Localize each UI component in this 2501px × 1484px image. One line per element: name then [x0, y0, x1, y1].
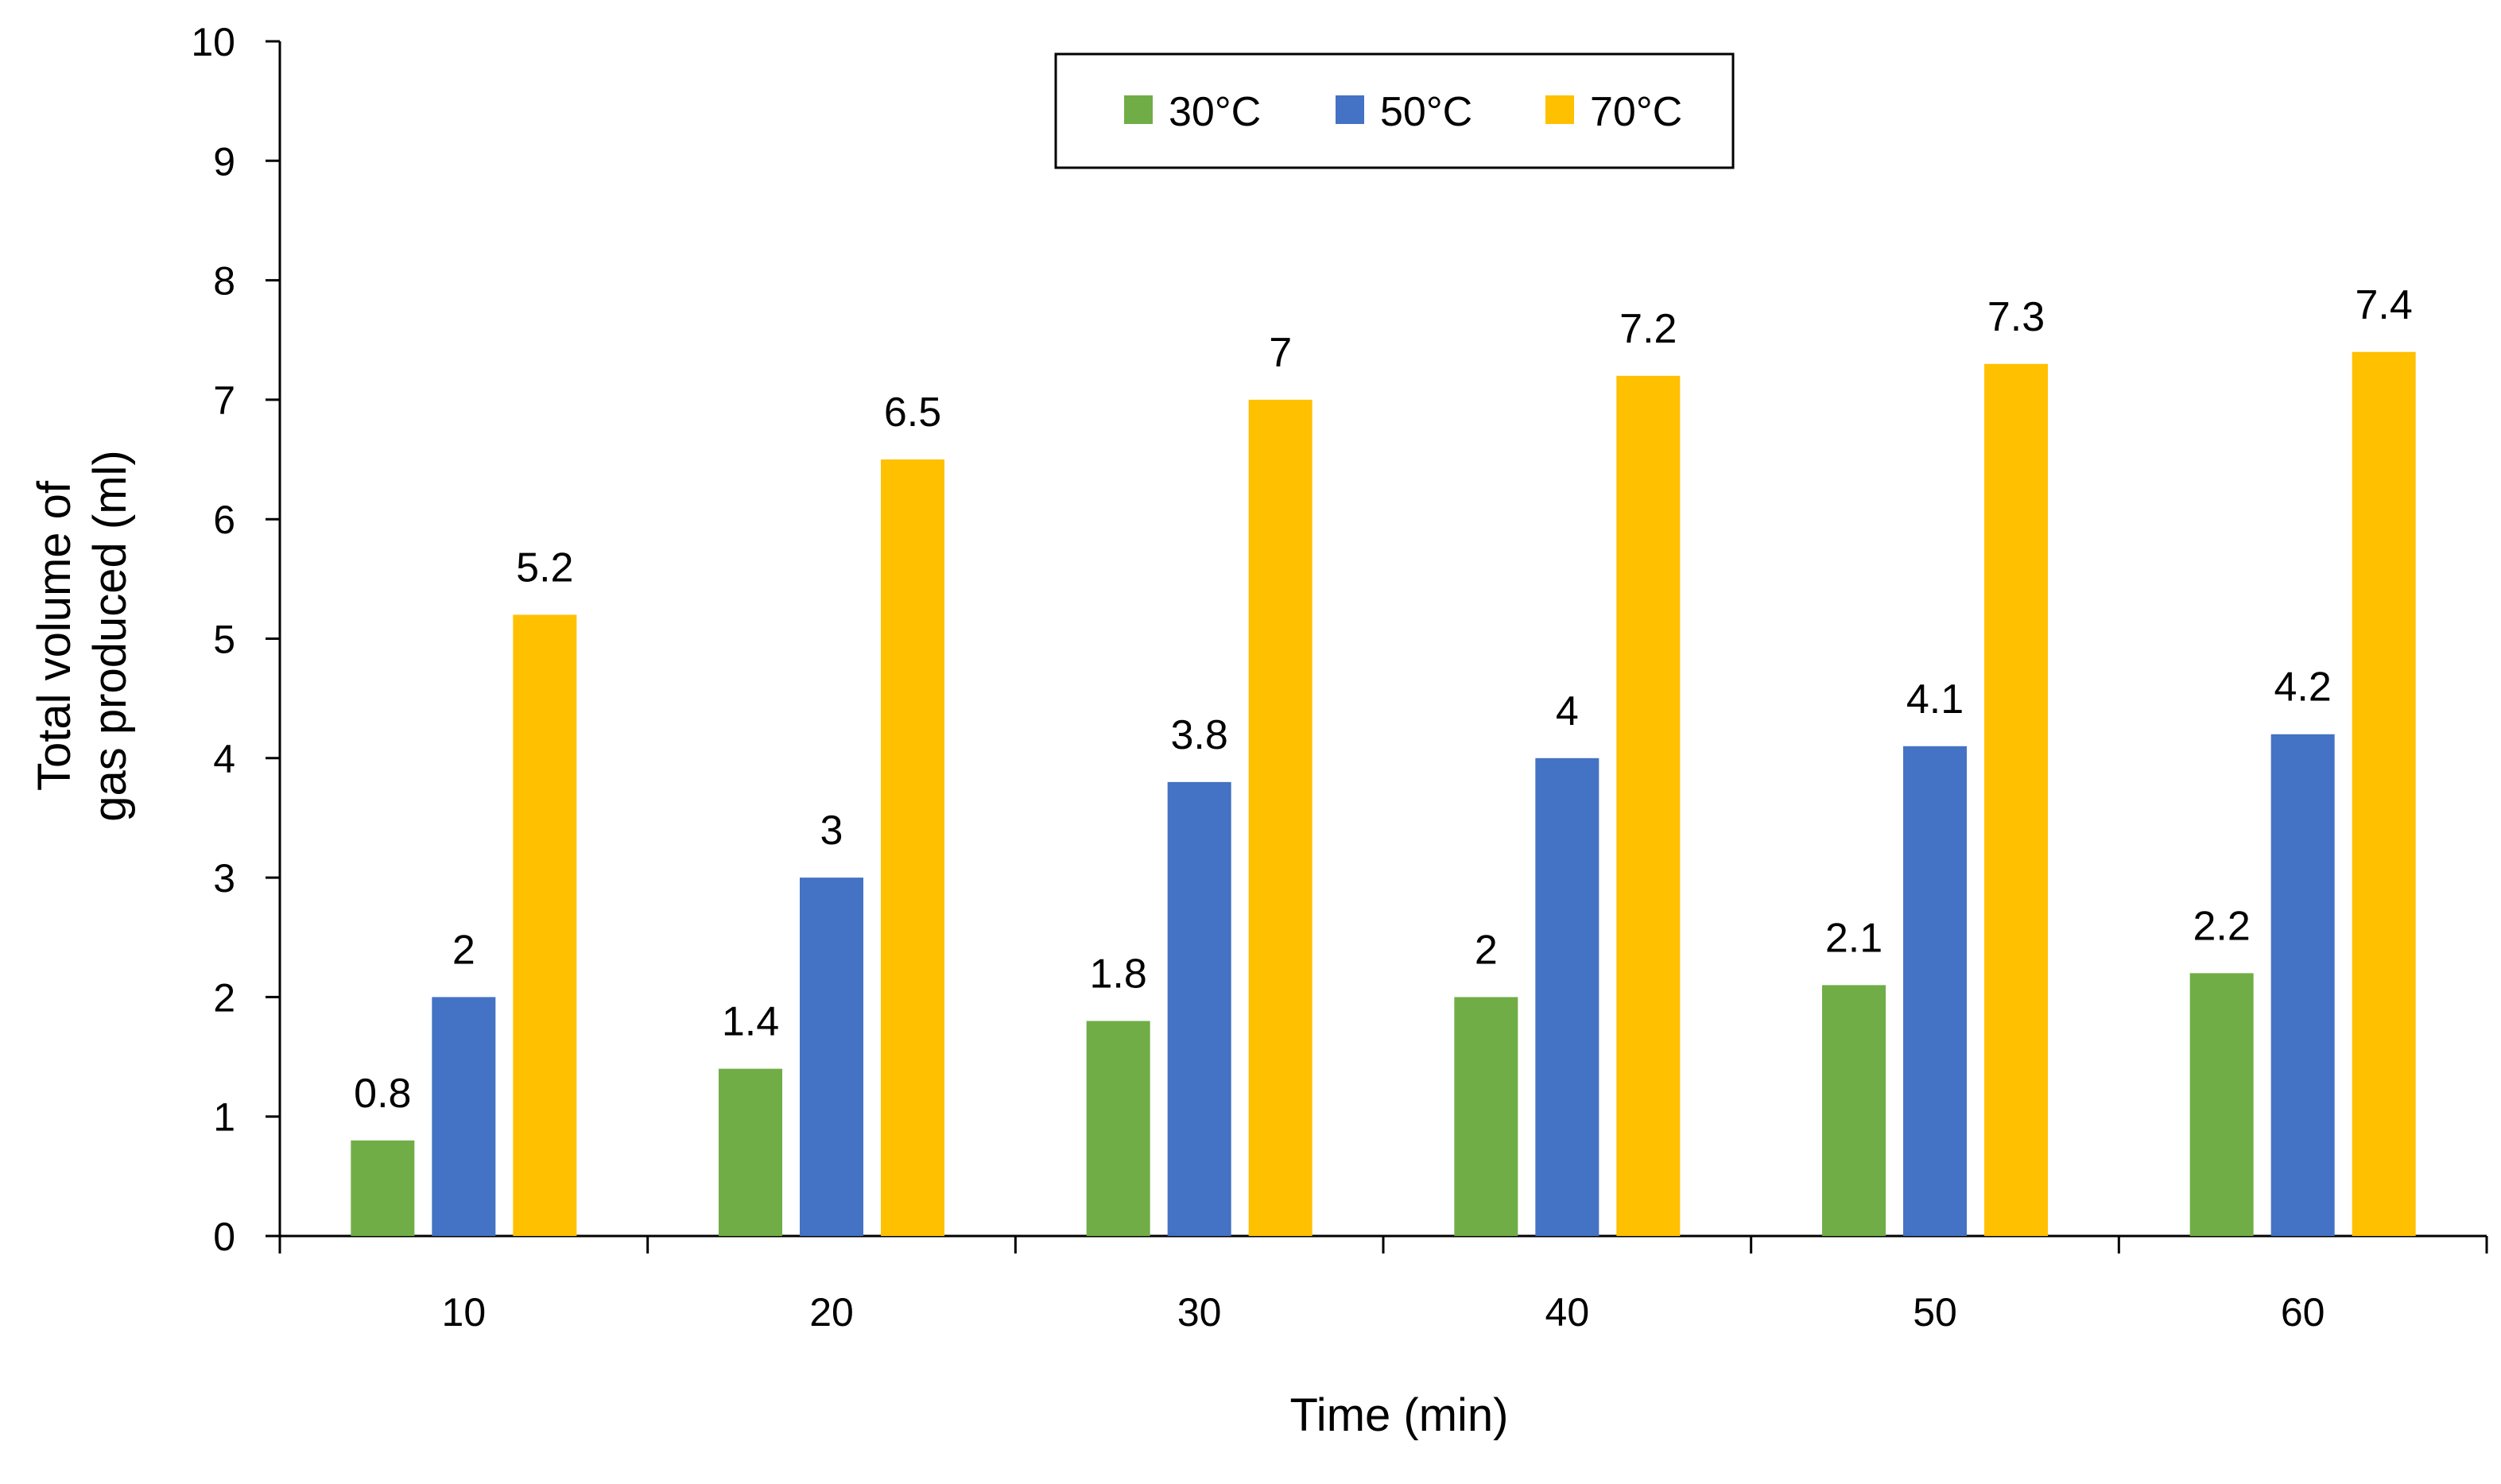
data-label: 0.8	[354, 1071, 411, 1117]
bar-50C-20	[800, 878, 863, 1236]
data-label: 7.4	[2356, 282, 2413, 328]
data-label: 4.2	[2274, 665, 2332, 711]
y-tick-label: 5	[213, 618, 235, 662]
y-tick-label: 9	[213, 139, 235, 184]
legend-label: 30°C	[1169, 89, 1261, 135]
data-label: 3	[820, 808, 843, 854]
axis-titles: Time (min) Total volume of gas produced …	[29, 450, 1508, 1441]
legend: 30°C 50°C 70°C	[1054, 52, 1735, 169]
data-label: 7.2	[1619, 306, 1677, 352]
data-label: 7.3	[1987, 294, 2045, 340]
x-axis-title: Time (min)	[1290, 1389, 1509, 1441]
y-tick-label: 10	[191, 20, 235, 64]
y-axis: 0 1 2 3 4 5 6 7 8 9 10	[191, 20, 281, 1259]
legend-swatch	[1545, 95, 1574, 124]
y-tick-label: 8	[213, 259, 235, 304]
bar-70C-10	[513, 614, 577, 1236]
y-tick-label: 2	[213, 975, 235, 1020]
x-tick-label: 10	[442, 1290, 487, 1335]
bar-50C-40	[1535, 757, 1599, 1236]
legend-label: 50°C	[1380, 89, 1472, 135]
bar-70C-50	[1984, 363, 2048, 1236]
bar-50C-50	[1903, 746, 1967, 1236]
data-label: 1.4	[722, 999, 779, 1045]
x-tick-label: 40	[1545, 1290, 1590, 1335]
bar-70C-20	[881, 459, 944, 1236]
bar-50C-10	[432, 997, 496, 1236]
data-label: 4	[1556, 688, 1579, 734]
data-label: 3.8	[1171, 712, 1228, 758]
data-label: 2	[1475, 927, 1498, 973]
data-label: 2.2	[2193, 903, 2251, 949]
data-label: 7	[1269, 330, 1292, 376]
bar-30C-40	[1454, 997, 1518, 1236]
x-tick-label: 50	[1913, 1290, 1957, 1335]
y-axis-title-line-1: Total volume of	[29, 480, 80, 791]
data-label: 2	[452, 927, 475, 973]
data-label: 5.2	[516, 544, 573, 591]
bar-30C-50	[1822, 985, 1886, 1236]
legend-swatch	[1124, 95, 1153, 124]
y-tick-label: 6	[213, 498, 235, 542]
x-tick-label: 30	[1177, 1290, 1222, 1335]
data-label: 1.8	[1090, 951, 1147, 997]
x-axis: 10 20 30 40 50 60	[278, 1234, 2488, 1335]
bar-50C-30	[1167, 781, 1231, 1236]
bar-30C-60	[2189, 973, 2254, 1236]
data-label: 2.1	[1825, 915, 1883, 961]
data-labels-group: 0.8 2 5.2 1.4 3 6.5 1.8 3.8 7 2 4 7.2 2.1 4.1 7.3 2.2 4.…	[354, 282, 2413, 1117]
y-tick-label: 0	[213, 1215, 235, 1259]
y-tick-label: 3	[213, 856, 235, 901]
data-label: 4.1	[1906, 676, 1964, 723]
y-tick-label: 4	[213, 737, 235, 781]
y-tick-label: 1	[213, 1095, 235, 1140]
y-axis-title-line-2: gas produced (ml)	[84, 450, 136, 821]
legend-swatch	[1336, 95, 1364, 124]
x-tick-label: 60	[2281, 1290, 2325, 1335]
data-label: 6.5	[884, 389, 941, 436]
bars-group	[351, 351, 2416, 1237]
bar-30C-30	[1086, 1021, 1150, 1236]
legend-label: 70°C	[1590, 89, 1682, 135]
bar-50C-60	[2270, 734, 2335, 1236]
bar-30C-20	[719, 1068, 782, 1236]
bar-70C-40	[1616, 375, 1681, 1237]
bar-70C-60	[2352, 351, 2416, 1236]
bar-30C-10	[351, 1140, 415, 1236]
bar-70C-30	[1248, 399, 1313, 1236]
legend-box	[1054, 52, 1735, 169]
y-tick-label: 7	[213, 378, 235, 423]
x-tick-label: 20	[809, 1290, 854, 1335]
